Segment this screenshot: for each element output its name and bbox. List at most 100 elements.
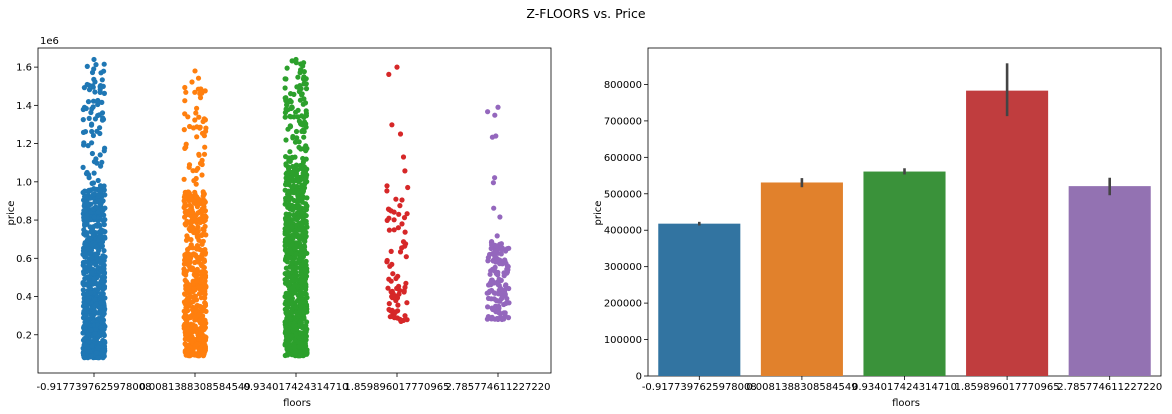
strip-point (288, 310, 294, 316)
strip-point (92, 204, 99, 210)
strip-point (193, 110, 199, 116)
strip-point (282, 271, 288, 277)
strip-point (91, 170, 97, 176)
strip-point (190, 168, 196, 174)
strip-point (504, 246, 510, 252)
strip-point (397, 249, 404, 255)
strip-point (194, 341, 200, 347)
strip-point (98, 260, 104, 266)
strip-point (297, 83, 303, 89)
strip-point (90, 83, 96, 89)
strip-point (95, 345, 101, 351)
bar-ytick-label: 200000 (604, 299, 642, 310)
strip-point (492, 175, 498, 181)
strip-point (196, 336, 202, 342)
strip-point (182, 269, 189, 275)
strip-point (293, 128, 300, 135)
strip-point (300, 188, 306, 194)
bar-xtick-label: -0.9177397625978008 (642, 382, 757, 393)
strip-point (290, 207, 296, 213)
strip-point (80, 117, 86, 123)
strip-point (193, 175, 199, 182)
strip-point (88, 290, 94, 296)
strip-point (298, 262, 304, 268)
strip-ytick-label: 1.2 (16, 139, 32, 150)
strip-point (187, 220, 193, 226)
strip-point (499, 316, 505, 323)
strip-point (282, 114, 288, 120)
strip-point (89, 270, 95, 276)
strip-point (202, 337, 209, 343)
strip-point (301, 315, 307, 321)
strip-point (298, 303, 304, 309)
strip-point (297, 307, 303, 313)
strip-point (392, 310, 398, 316)
strip-point (292, 246, 298, 252)
strip-point (285, 171, 291, 177)
strip-point (297, 353, 303, 359)
strip-point (495, 104, 501, 110)
strip-point (297, 163, 303, 169)
strip-point (90, 104, 96, 110)
strip-point (101, 90, 107, 96)
strip-point (87, 285, 93, 291)
strip-point (395, 302, 401, 308)
strip-point (89, 140, 95, 146)
strip-point (495, 282, 501, 288)
strip-point (187, 202, 193, 208)
strip-point (405, 184, 411, 191)
strip-point (93, 326, 99, 332)
strip-point (183, 144, 189, 150)
strip-point (185, 347, 191, 353)
strip-point (194, 105, 200, 111)
strip-point (403, 280, 409, 286)
strip-point (299, 128, 305, 134)
strip-point (302, 100, 309, 106)
bar-xtick-label: 0.0081388308584549 (746, 382, 857, 393)
strip-point (290, 184, 296, 190)
strip-point (392, 293, 398, 299)
strip-point (102, 192, 108, 198)
strip-point (96, 229, 103, 235)
strip-point (289, 300, 295, 306)
strip-point (80, 189, 86, 196)
strip-point (83, 265, 89, 271)
strip-point (384, 217, 390, 223)
strip-point (88, 327, 94, 333)
strip-point (287, 149, 293, 155)
strip-point (83, 313, 89, 319)
strip-point (200, 238, 206, 244)
bar-y-axis-label: price (593, 201, 604, 226)
strip-point (80, 164, 86, 170)
strip-point (95, 112, 101, 119)
strip-point (186, 329, 192, 335)
strip-point (292, 337, 298, 343)
strip-point (189, 226, 196, 232)
strip-point (195, 224, 201, 230)
strip-point (87, 263, 93, 269)
strip-point (289, 242, 295, 248)
strip-point (295, 314, 301, 320)
strip-point (98, 299, 104, 306)
strip-point (80, 350, 86, 356)
strip-point (492, 248, 498, 255)
strip-point (283, 265, 289, 271)
strip-point (93, 62, 99, 68)
strip-point (304, 295, 310, 301)
strip-point (506, 285, 512, 292)
strip-point (304, 195, 310, 201)
strip-point (504, 263, 510, 269)
strip-point (397, 203, 403, 209)
strip-point (89, 128, 95, 135)
strip-point (88, 353, 94, 359)
strip-point (402, 313, 408, 319)
strip-point (490, 280, 497, 286)
strip-point (189, 338, 195, 344)
bar-y-ticks: 0 100000 200000 300000 400000 500000 600000 700… (604, 80, 648, 383)
strip-point (289, 259, 295, 265)
strip-point (397, 131, 404, 137)
strip-point (181, 127, 187, 133)
strip-point (192, 117, 198, 123)
strip-point (91, 66, 97, 72)
strip-point (199, 88, 205, 94)
